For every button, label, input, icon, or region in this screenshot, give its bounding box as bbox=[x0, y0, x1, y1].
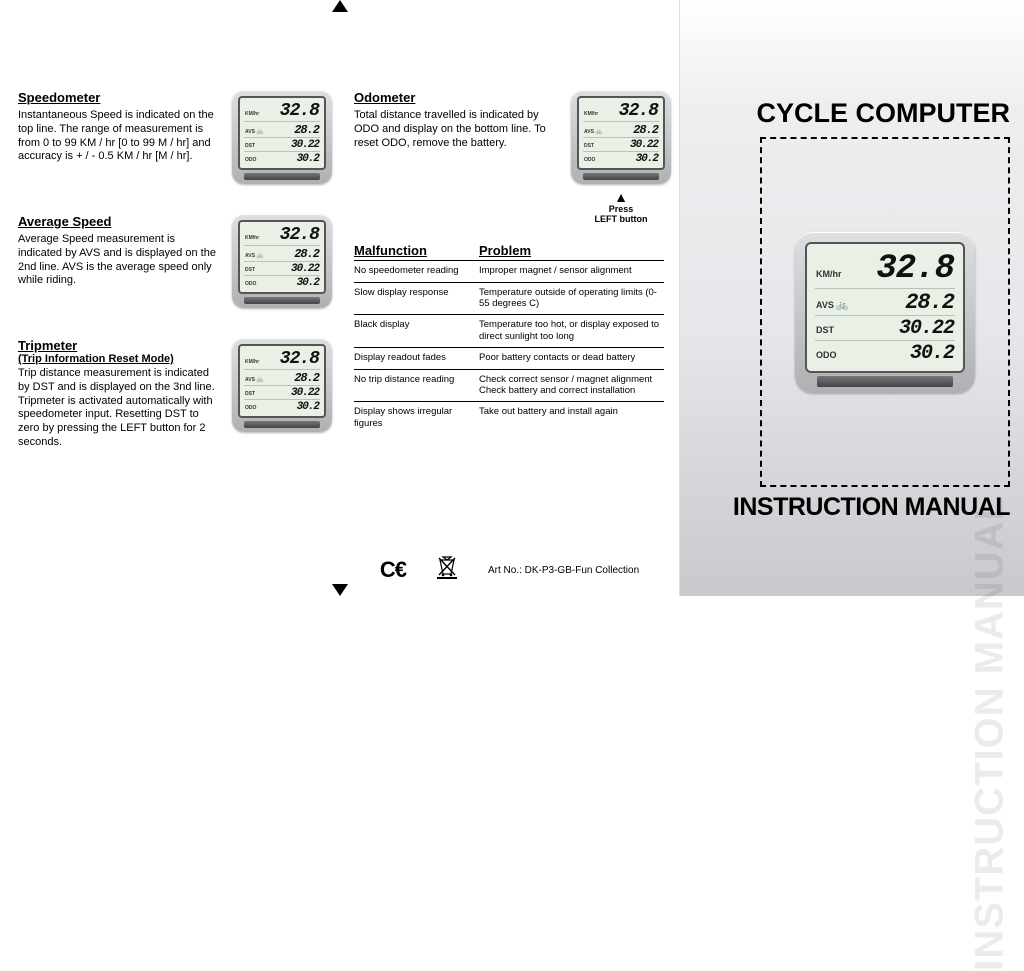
footer-middle: C€ Art No.: DK-P3-GB-Fun Collection bbox=[340, 554, 679, 586]
section-speedometer: Speedometer Instantaneous Speed is indic… bbox=[18, 90, 332, 184]
table-col-malfunction: Malfunction bbox=[354, 243, 479, 260]
heading-tripmeter: Tripmeter bbox=[18, 338, 222, 353]
table-row: Display shows irregular figuresTake out … bbox=[354, 401, 664, 434]
device-illustration: KM/hr32.8 AVS 🚲28.2 DST30.22 ODO30.2 bbox=[232, 214, 332, 308]
cell-malfunction: No speedometer reading bbox=[354, 265, 479, 276]
cell-malfunction: Slow display response bbox=[354, 287, 479, 310]
heading-odometer: Odometer bbox=[354, 90, 561, 105]
cover-ghost-text: INSTRUCTION MANUAL bbox=[968, 495, 1013, 971]
subheading-tripmeter: (Trip Information Reset Mode) bbox=[18, 353, 222, 365]
table-row: Slow display responseTemperature outside… bbox=[354, 282, 664, 315]
art-number: Art No.: DK-P3-GB-Fun Collection bbox=[488, 565, 639, 576]
device-illustration-large: KM/hr32.8 AVS 🚲28.2 DST30.22 ODO30.2 bbox=[795, 232, 975, 393]
press-hint-l1: Press bbox=[609, 204, 634, 214]
cell-malfunction: Display shows irregular figures bbox=[354, 406, 479, 429]
table-row: No speedometer readingImproper magnet / … bbox=[354, 260, 664, 281]
panel-cover: CYCLE COMPUTER INSTRUCTION MANUAL KM/hr3… bbox=[680, 0, 1024, 596]
cell-malfunction: Black display bbox=[354, 319, 479, 342]
table-row: Black displayTemperature too hot, or dis… bbox=[354, 314, 664, 347]
body-average-speed: Average Speed measurement is indicated b… bbox=[18, 233, 222, 288]
cell-malfunction: Display readout fades bbox=[354, 352, 479, 363]
troubleshoot-table: Malfunction Problem No speedometer readi… bbox=[354, 243, 664, 434]
cell-problem: Take out battery and install again bbox=[479, 406, 664, 429]
cell-problem: Temperature too hot, or display exposed … bbox=[479, 319, 664, 342]
body-speedometer: Instantaneous Speed is indicated on the … bbox=[18, 109, 222, 164]
section-tripmeter: Tripmeter (Trip Information Reset Mode) … bbox=[18, 338, 332, 450]
section-odometer: Odometer Total distance travelled is ind… bbox=[354, 90, 671, 225]
up-arrow-icon: ▲ bbox=[571, 190, 671, 205]
weee-icon bbox=[436, 554, 458, 586]
cell-problem: Temperature outside of operating limits … bbox=[479, 287, 664, 310]
table-row: Display readout fadesPoor battery contac… bbox=[354, 347, 664, 368]
cell-malfunction: No trip distance reading bbox=[354, 374, 479, 397]
panel-middle: Odometer Total distance travelled is ind… bbox=[340, 0, 680, 596]
panel-left: Speedometer Instantaneous Speed is indic… bbox=[0, 0, 340, 596]
table-col-problem: Problem bbox=[479, 243, 664, 260]
table-row: No trip distance readingCheck correct se… bbox=[354, 369, 664, 402]
cell-problem: Poor battery contacts or dead battery bbox=[479, 352, 664, 363]
heading-speedometer: Speedometer bbox=[18, 90, 222, 105]
cover-title: CYCLE COMPUTER bbox=[694, 98, 1010, 129]
press-hint: ▲ Press LEFT button bbox=[571, 190, 671, 225]
body-tripmeter: Trip distance measurement is indicated b… bbox=[18, 367, 222, 450]
cover-dashed-box: INSTRUCTION MANUAL KM/hr32.8 AVS 🚲28.2 D… bbox=[760, 137, 1010, 487]
press-hint-l2: LEFT button bbox=[595, 214, 648, 224]
device-illustration: KM/hr32.8 AVS 🚲28.2 DST30.22 ODO30.2 bbox=[571, 90, 671, 184]
device-illustration: KM/hr32.8 AVS 🚲28.2 DST30.22 ODO30.2 bbox=[232, 338, 332, 450]
ce-mark: C€ bbox=[380, 557, 406, 583]
heading-average-speed: Average Speed bbox=[18, 214, 222, 229]
section-average-speed: Average Speed Average Speed measurement … bbox=[18, 214, 332, 308]
device-illustration: KM/hr32.8 AVS 🚲28.2 DST30.22 ODO30.2 bbox=[232, 90, 332, 184]
table-body: No speedometer readingImproper magnet / … bbox=[354, 260, 664, 434]
cell-problem: Improper magnet / sensor alignment bbox=[479, 265, 664, 276]
body-odometer: Total distance travelled is indicated by… bbox=[354, 109, 561, 150]
cover-subtitle: INSTRUCTION MANUAL bbox=[694, 493, 1010, 522]
cell-problem: Check correct sensor / magnet alignmentC… bbox=[479, 374, 664, 397]
